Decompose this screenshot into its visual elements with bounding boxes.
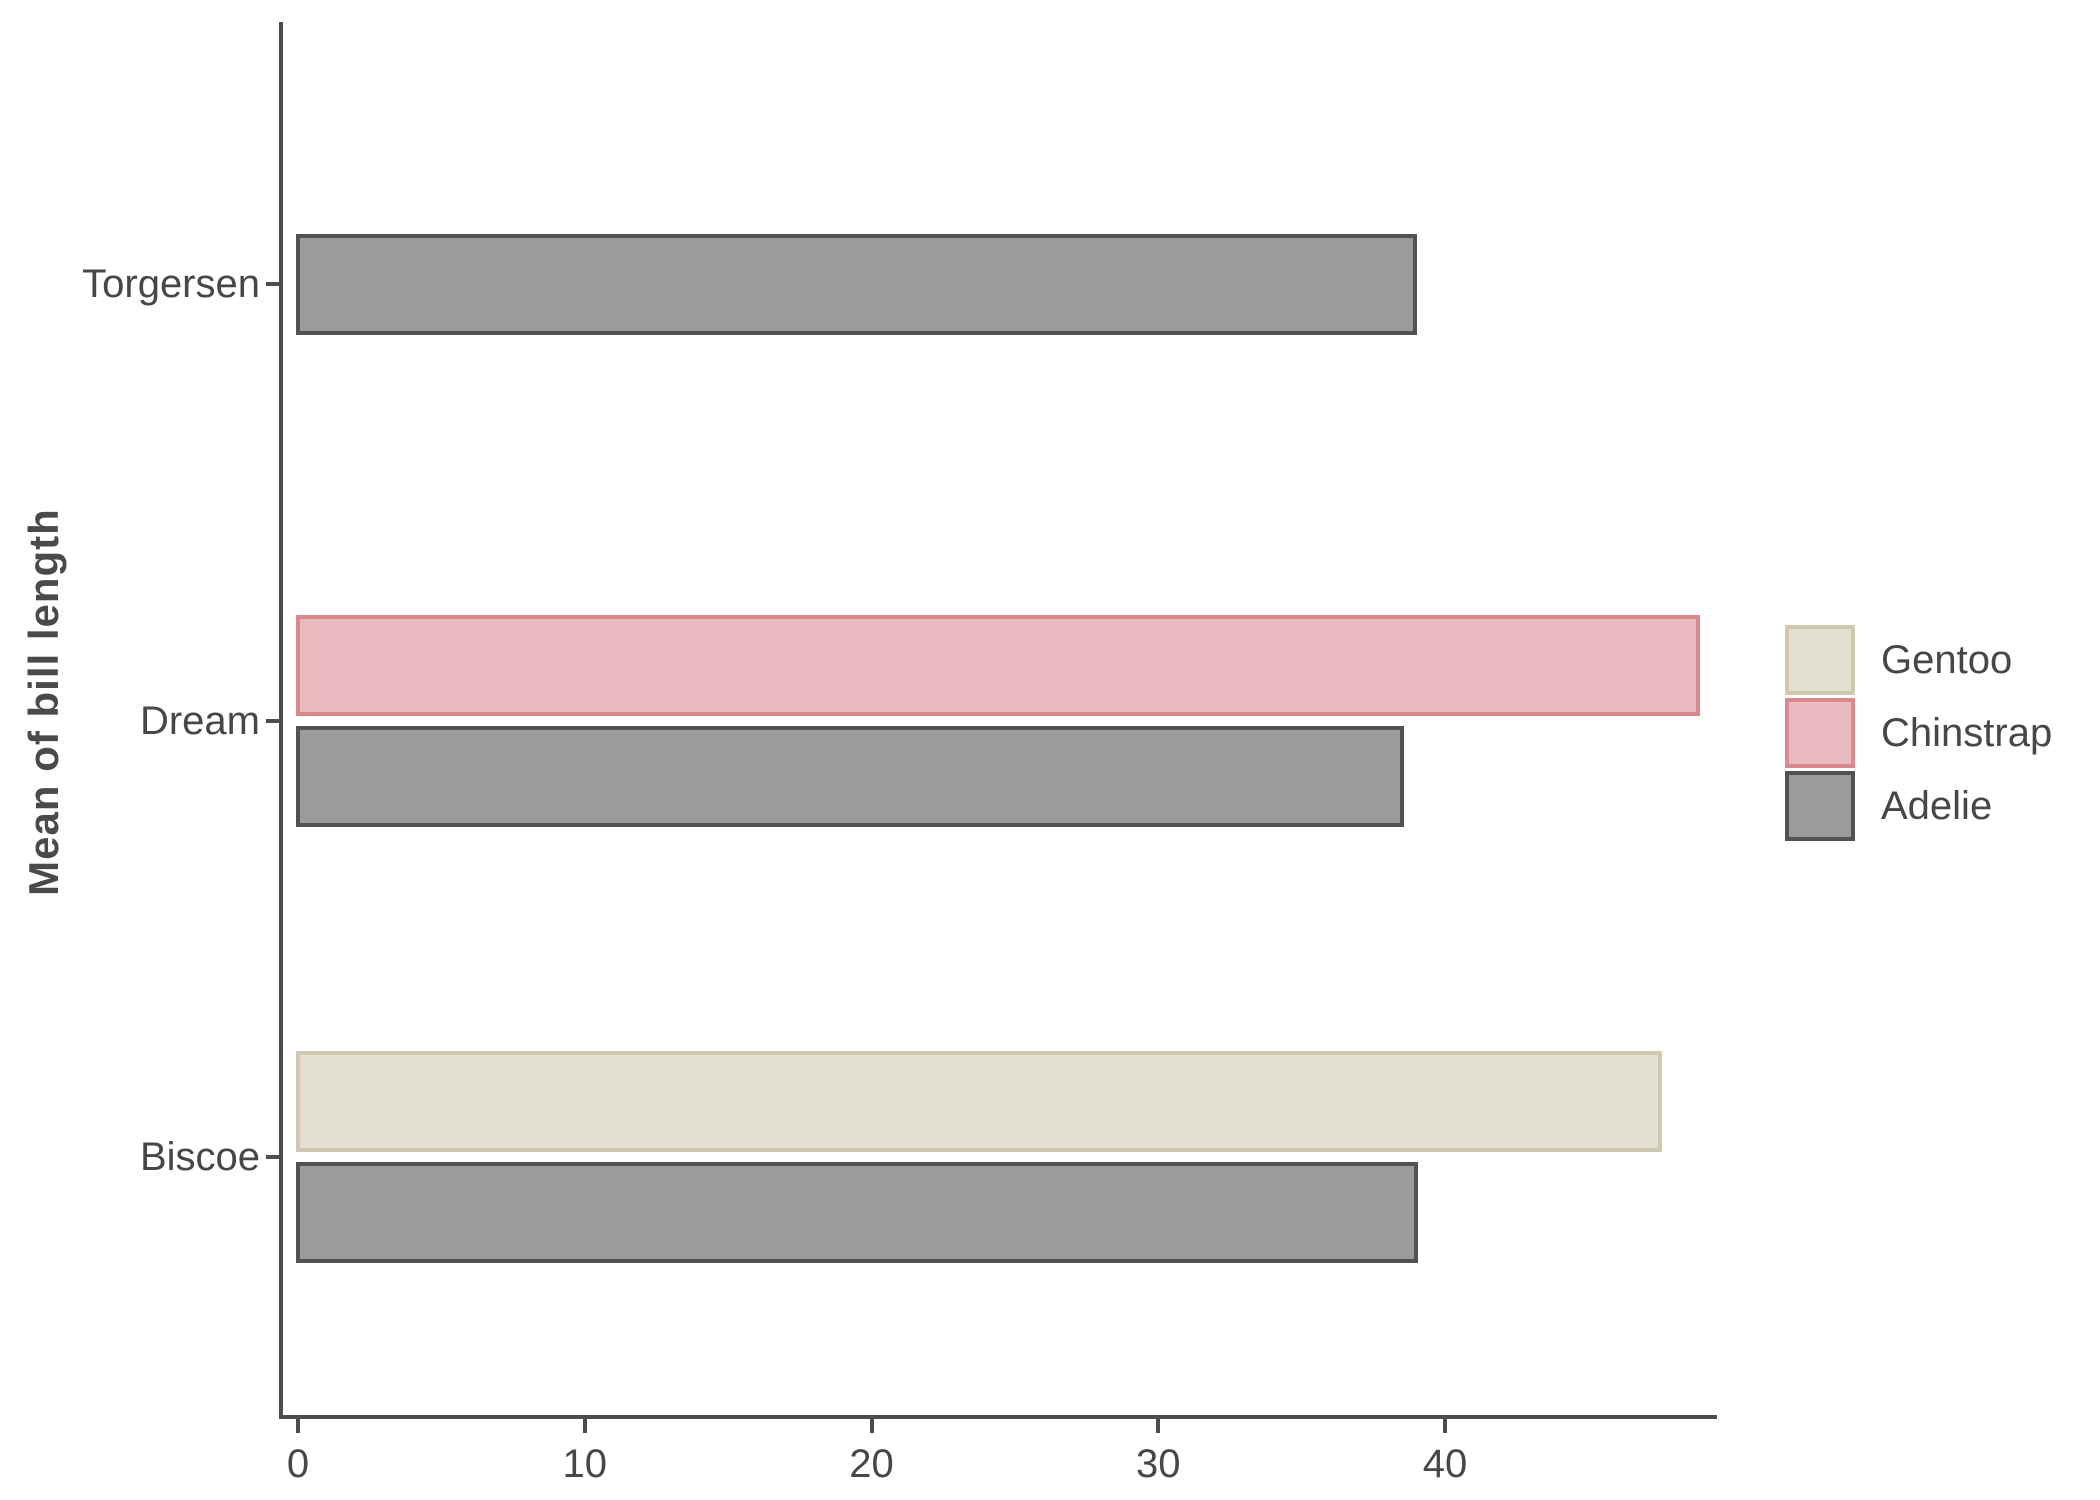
x-axis-tick <box>1156 1419 1161 1433</box>
legend-label-adelie: Adelie <box>1881 783 1993 828</box>
legend-label-chinstrap: Chinstrap <box>1881 710 2053 755</box>
y-axis-tick <box>266 718 280 723</box>
y-axis-line <box>279 22 283 1419</box>
bar-adelie-dream <box>296 725 1404 827</box>
x-axis-tick-label: 0 <box>286 1442 310 1486</box>
x-axis-tick-label: 40 <box>1422 1442 1468 1486</box>
legend-item-gentoo: Gentoo <box>1785 625 2052 695</box>
legend: Gentoo Chinstrap Adelie <box>1785 625 2052 844</box>
legend-item-adelie: Adelie <box>1785 771 2052 841</box>
legend-item-chinstrap: Chinstrap <box>1785 698 2052 768</box>
y-axis-category-label: Dream <box>139 698 260 743</box>
bar-adelie-biscoe <box>296 1162 1418 1263</box>
x-axis-tick-label: 20 <box>849 1442 894 1486</box>
legend-swatch-gentoo <box>1785 625 1855 695</box>
x-axis-line <box>279 1415 1717 1419</box>
y-axis-tick <box>266 1155 280 1159</box>
bar-adelie-torgersen <box>296 233 1417 335</box>
x-axis-tick <box>582 1419 587 1433</box>
bar-gentoo-biscoe <box>296 1051 1663 1152</box>
y-axis-category-label: Biscoe <box>139 1135 260 1179</box>
x-axis-tick-label: 10 <box>562 1442 608 1486</box>
x-axis-tick <box>869 1419 874 1433</box>
y-axis-category-label: Torgersen <box>82 262 260 306</box>
x-axis-tick <box>296 1419 300 1433</box>
bar-chinstrap-dream <box>296 614 1701 716</box>
y-axis-tick <box>266 282 280 286</box>
x-axis-tick <box>1443 1419 1447 1433</box>
x-axis-tick-label: 30 <box>1136 1442 1181 1486</box>
legend-swatch-adelie <box>1785 771 1855 841</box>
legend-label-gentoo: Gentoo <box>1881 637 2013 682</box>
legend-swatch-chinstrap <box>1785 698 1855 768</box>
